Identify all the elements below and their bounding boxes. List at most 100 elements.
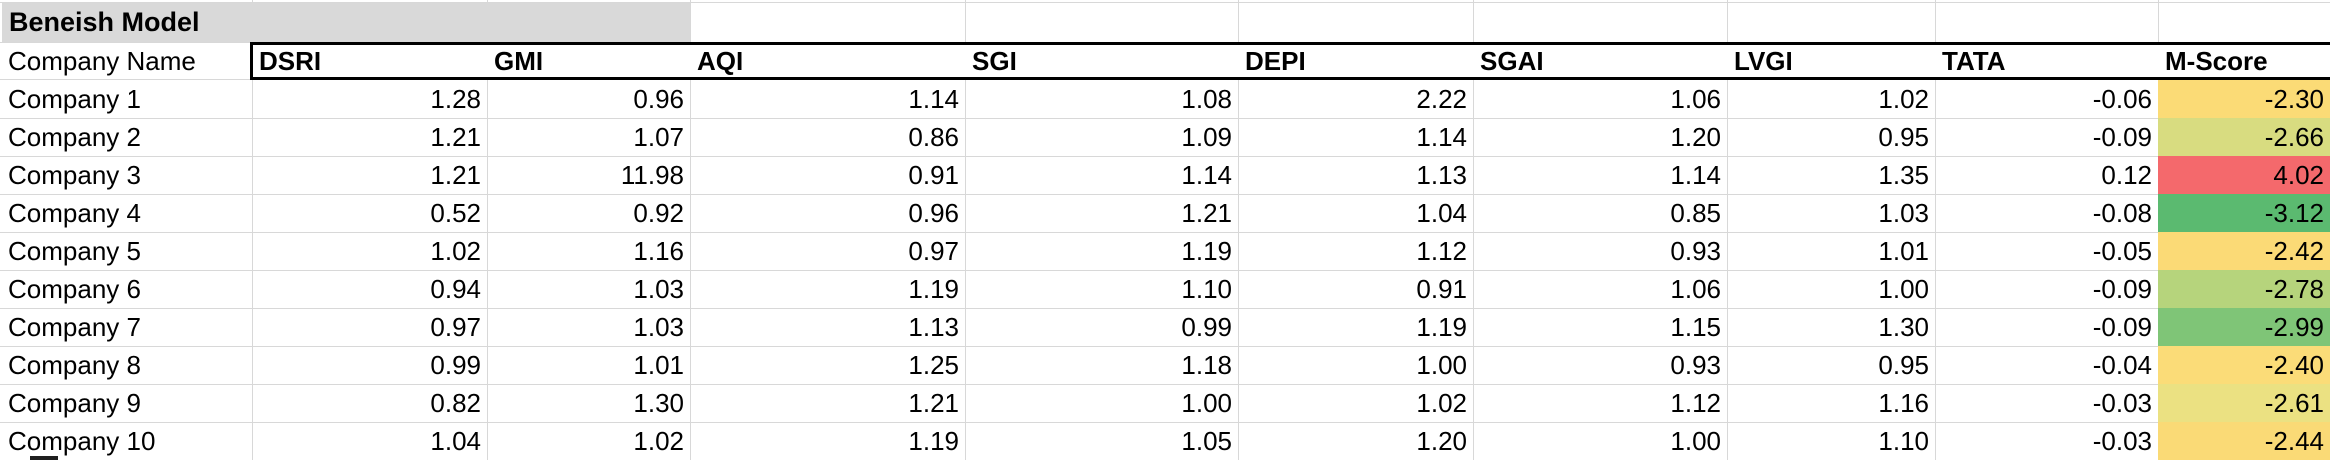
metric-value-cell[interactable]: 1.00 bbox=[1416, 350, 1467, 380]
metric-value-cell[interactable]: 1.21 bbox=[908, 388, 959, 418]
metric-value-cell[interactable]: 1.06 bbox=[1670, 274, 1721, 304]
metric-value-cell[interactable]: 1.16 bbox=[1878, 388, 1929, 418]
m-score-cell[interactable]: -3.12 bbox=[2158, 194, 2330, 232]
metric-value-cell[interactable]: 1.03 bbox=[633, 312, 684, 342]
metric-value-cell[interactable]: 0.91 bbox=[908, 160, 959, 190]
metric-value-cell[interactable]: 1.21 bbox=[430, 160, 481, 190]
metric-value-cell[interactable]: 1.35 bbox=[1878, 160, 1929, 190]
metric-value-cell[interactable]: 1.01 bbox=[1878, 236, 1929, 266]
metric-value-cell[interactable]: 0.96 bbox=[633, 84, 684, 114]
metric-value-cell[interactable]: 1.10 bbox=[1878, 426, 1929, 456]
m-score-cell[interactable]: -2.44 bbox=[2158, 422, 2330, 460]
metric-value-cell[interactable]: 1.14 bbox=[1181, 160, 1232, 190]
m-score-cell[interactable]: -2.99 bbox=[2158, 308, 2330, 346]
metric-value-cell[interactable]: 1.21 bbox=[430, 122, 481, 152]
metric-value-cell[interactable]: -0.03 bbox=[2092, 388, 2152, 418]
company-name-cell[interactable]: Company 10 bbox=[8, 426, 156, 456]
metric-value-cell[interactable]: 1.30 bbox=[633, 388, 684, 418]
metric-value-cell[interactable]: 1.14 bbox=[1416, 122, 1467, 152]
metric-value-cell[interactable]: 1.04 bbox=[430, 426, 481, 456]
metric-value-cell[interactable]: 1.02 bbox=[633, 426, 684, 456]
metric-value-cell[interactable]: 1.06 bbox=[1670, 84, 1721, 114]
metric-value-cell[interactable]: -0.08 bbox=[2092, 198, 2152, 228]
metric-value-cell[interactable]: 1.12 bbox=[1670, 388, 1721, 418]
metric-value-cell[interactable]: 1.00 bbox=[1670, 426, 1721, 456]
metric-value-cell[interactable]: 1.12 bbox=[1416, 236, 1467, 266]
metric-value-cell[interactable]: -0.09 bbox=[2092, 274, 2152, 304]
metric-value-cell[interactable]: -0.04 bbox=[2092, 350, 2152, 380]
title-cell[interactable]: Beneish Model bbox=[2, 3, 690, 42]
metric-value-cell[interactable]: 1.21 bbox=[1181, 198, 1232, 228]
metric-value-cell[interactable]: 1.19 bbox=[908, 274, 959, 304]
m-score-cell[interactable]: -2.78 bbox=[2158, 270, 2330, 308]
column-header-lvgi[interactable]: LVGI bbox=[1734, 45, 1793, 76]
metric-value-cell[interactable]: 1.03 bbox=[1878, 198, 1929, 228]
m-score-cell[interactable]: -2.66 bbox=[2158, 118, 2330, 156]
metric-value-cell[interactable]: 1.04 bbox=[1416, 198, 1467, 228]
metric-value-cell[interactable]: 11.98 bbox=[620, 160, 684, 190]
column-header-tata[interactable]: TATA bbox=[1942, 45, 2006, 76]
metric-value-cell[interactable]: 0.93 bbox=[1670, 236, 1721, 266]
metric-value-cell[interactable]: 1.25 bbox=[908, 350, 959, 380]
company-name-header-cell[interactable]: Company Name bbox=[0, 42, 250, 80]
metric-value-cell[interactable]: 1.18 bbox=[1181, 350, 1232, 380]
metric-value-cell[interactable]: 0.93 bbox=[1670, 350, 1721, 380]
metric-value-cell[interactable]: 1.13 bbox=[1416, 160, 1467, 190]
m-score-cell[interactable]: -2.42 bbox=[2158, 232, 2330, 270]
metric-value-cell[interactable]: -0.06 bbox=[2092, 84, 2152, 114]
metric-value-cell[interactable]: 0.85 bbox=[1670, 198, 1721, 228]
metric-value-cell[interactable]: 1.02 bbox=[430, 236, 481, 266]
metric-value-cell[interactable]: 2.22 bbox=[1416, 84, 1467, 114]
metric-value-cell[interactable]: 1.09 bbox=[1181, 122, 1232, 152]
metric-value-cell[interactable]: 1.10 bbox=[1181, 274, 1232, 304]
metric-value-cell[interactable]: 1.01 bbox=[633, 350, 684, 380]
company-name-cell[interactable]: Company 9 bbox=[8, 388, 141, 418]
metric-value-cell[interactable]: 0.92 bbox=[633, 198, 684, 228]
company-name-cell[interactable]: Company 7 bbox=[8, 312, 141, 342]
metric-value-cell[interactable]: 0.82 bbox=[430, 388, 481, 418]
metric-value-cell[interactable]: 0.94 bbox=[430, 274, 481, 304]
metric-value-cell[interactable]: 1.14 bbox=[1670, 160, 1721, 190]
column-header-dsri[interactable]: DSRI bbox=[259, 45, 322, 76]
company-name-cell[interactable]: Company 2 bbox=[8, 122, 141, 152]
metric-value-cell[interactable]: 0.99 bbox=[430, 350, 481, 380]
column-header-sgai[interactable]: SGAI bbox=[1480, 45, 1544, 76]
metric-value-cell[interactable]: 1.19 bbox=[908, 426, 959, 456]
metric-value-cell[interactable]: 0.96 bbox=[908, 198, 959, 228]
column-header-aqi[interactable]: AQI bbox=[697, 45, 744, 76]
metric-value-cell[interactable]: 1.19 bbox=[1416, 312, 1467, 342]
company-name-cell[interactable]: Company 3 bbox=[8, 160, 141, 190]
metric-value-cell[interactable]: -0.03 bbox=[2092, 426, 2152, 456]
metric-value-cell[interactable]: 1.08 bbox=[1181, 84, 1232, 114]
metric-value-cell[interactable]: 1.00 bbox=[1878, 274, 1929, 304]
column-header-m-score[interactable]: M-Score bbox=[2165, 45, 2268, 76]
metric-value-cell[interactable]: 0.86 bbox=[908, 122, 959, 152]
m-score-cell[interactable]: -2.40 bbox=[2158, 346, 2330, 384]
metric-value-cell[interactable]: 1.02 bbox=[1416, 388, 1467, 418]
m-score-cell[interactable]: -2.61 bbox=[2158, 384, 2330, 422]
metric-value-cell[interactable]: 1.20 bbox=[1416, 426, 1467, 456]
metric-value-cell[interactable]: 0.97 bbox=[908, 236, 959, 266]
m-score-cell[interactable]: 4.02 bbox=[2158, 156, 2330, 194]
m-score-cell[interactable]: -2.30 bbox=[2158, 80, 2330, 118]
metric-value-cell[interactable]: 0.91 bbox=[1416, 274, 1467, 304]
company-name-cell[interactable]: Company 1 bbox=[8, 84, 141, 114]
metric-value-cell[interactable]: 0.95 bbox=[1878, 122, 1929, 152]
metric-value-cell[interactable]: 1.19 bbox=[1181, 236, 1232, 266]
metric-value-cell[interactable]: 1.14 bbox=[908, 84, 959, 114]
metric-value-cell[interactable]: 1.13 bbox=[908, 312, 959, 342]
company-name-cell[interactable]: Company 8 bbox=[8, 350, 141, 380]
metric-value-cell[interactable]: 1.16 bbox=[633, 236, 684, 266]
metric-value-cell[interactable]: 0.97 bbox=[430, 312, 481, 342]
metric-value-cell[interactable]: 1.15 bbox=[1670, 312, 1721, 342]
metric-value-cell[interactable]: 1.02 bbox=[1878, 84, 1929, 114]
metric-value-cell[interactable]: 0.52 bbox=[430, 198, 481, 228]
metric-value-cell[interactable]: 1.03 bbox=[633, 274, 684, 304]
metric-value-cell[interactable]: 0.99 bbox=[1181, 312, 1232, 342]
column-header-sgi[interactable]: SGI bbox=[972, 45, 1017, 76]
metric-value-cell[interactable]: -0.05 bbox=[2092, 236, 2152, 266]
company-name-cell[interactable]: Company 4 bbox=[8, 198, 141, 228]
column-header-gmi[interactable]: GMI bbox=[494, 45, 544, 76]
metric-value-cell[interactable]: 0.95 bbox=[1878, 350, 1929, 380]
metric-value-cell[interactable]: -0.09 bbox=[2092, 122, 2152, 152]
